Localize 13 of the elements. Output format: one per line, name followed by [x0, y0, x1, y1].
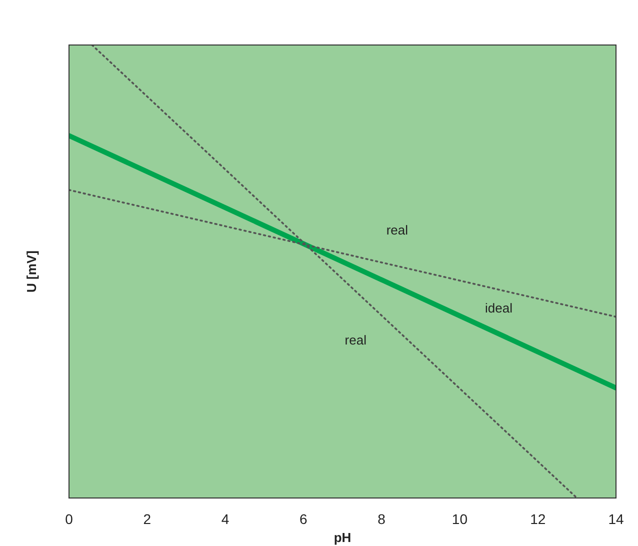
x-tick-label: 14 [608, 511, 624, 527]
y-axis-title: U [mV] [24, 250, 39, 292]
x-tick-label: 2 [143, 511, 152, 527]
x-tick-label: 0 [65, 511, 74, 527]
series-label: real [344, 332, 367, 348]
x-tick-label: 12 [530, 511, 546, 527]
series-label: ideal [485, 300, 513, 316]
x-tick-label: 8 [378, 511, 386, 527]
x-axis-title: pH [334, 530, 352, 545]
x-tick-label: 4 [221, 511, 230, 527]
series-label: real [386, 222, 408, 238]
x-tick-label: 10 [452, 511, 468, 527]
x-tick-label: 6 [300, 511, 308, 527]
